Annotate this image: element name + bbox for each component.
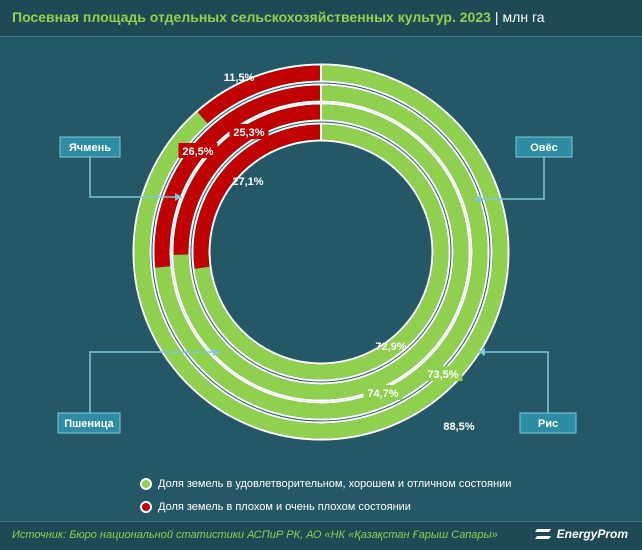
value-label-good-3: 72,9%: [375, 341, 406, 353]
value-label-good-2-text: 74,7%: [367, 388, 398, 400]
value-label-good-0: 88,5%: [443, 421, 474, 433]
callout-rice-arrow: [478, 348, 485, 356]
source-note: Источник: Бюро национальной статистики А…: [12, 529, 498, 541]
value-label-bad-0-text: 11,5%: [224, 72, 255, 84]
value-label-bad-1-text: 26,5%: [182, 146, 213, 158]
callout-barley-arrow: [175, 193, 182, 201]
value-label-bad-2-bg: [229, 124, 269, 139]
value-label-bad-3: 27,1%: [232, 176, 263, 188]
value-label-good-3-text: 72,9%: [375, 341, 406, 353]
value-label-bad-2: 25,3%: [229, 124, 269, 139]
chart-unit: млн га: [502, 9, 545, 25]
header-bar: Посевная площадь отдельных сельскохозяйс…: [0, 0, 642, 37]
value-label-bad-0: 11,5%: [224, 72, 255, 84]
callout-barley-label: Ячмень: [69, 142, 111, 154]
arc-bad-2: [173, 104, 322, 255]
legend-label-bad: Доля земель в плохом и очень плохом сост…: [158, 501, 411, 513]
chart-title-text: Посевная площадь отдельных сельскохозяйс…: [12, 9, 491, 25]
arc-good-1: [155, 85, 488, 419]
legend-swatch-bad: [140, 501, 152, 513]
legend-item-good: Доля земель в удовлетворительном, хороше…: [140, 478, 511, 490]
value-label-bad-2-text: 25,3%: [233, 127, 264, 139]
callout-oats-label: Овёс: [530, 142, 558, 154]
callout-wheat-box: [57, 412, 121, 434]
legend-label-good: Доля земель в удовлетворительном, хороше…: [158, 478, 512, 490]
value-label-bad-1-bg: [178, 143, 218, 158]
arc-good-0: [134, 65, 508, 439]
value-label-good-0-text: 88,5%: [443, 421, 474, 433]
logo-icon: [534, 529, 551, 539]
value-label-good-2: 74,7%: [363, 385, 403, 400]
callout-rice-label: Рис: [538, 418, 558, 430]
footer-bar: Источник: Бюро национальной статистики А…: [0, 521, 642, 550]
arc-good-3: [194, 124, 449, 380]
legend-item-bad: Доля земель в плохом и очень плохом сост…: [140, 501, 411, 513]
callout-rice-box: [519, 412, 577, 434]
brand-logo: EnergyProm: [534, 527, 628, 541]
legend-swatch-good: [140, 478, 152, 490]
callout-barley-leader: [89, 157, 182, 198]
donut-chart: 88,5% 73,5% 74,7% 72,9% 11,5% 26,5% 25,3% 27,1%…: [57, 63, 577, 441]
value-label-good-1-text: 73,5%: [427, 369, 458, 381]
ring-outline: [188, 119, 454, 385]
value-label-good-1: 73,5%: [423, 366, 463, 381]
callout-oats-arrow: [474, 195, 481, 203]
arc-bad-3: [193, 124, 322, 269]
callout-rice-leader: [478, 351, 549, 413]
arc-good-2: [173, 104, 469, 400]
arc-bad-0: [197, 65, 322, 124]
callout-wheat-label: Пшеница: [64, 418, 114, 430]
callout-barley-box: [59, 136, 121, 158]
value-label-good-2-bg: [363, 385, 403, 400]
ring-outline: [208, 139, 434, 365]
value-label-bad-3-text: 27,1%: [232, 176, 263, 188]
logo-text: EnergyProm: [556, 527, 628, 541]
callout-wheat-leader: [89, 351, 220, 413]
value-label-bad-1: 26,5%: [178, 143, 218, 158]
callout-oats-box: [515, 136, 573, 158]
callout-wheat-arrow: [213, 348, 220, 356]
callout-oats-leader: [474, 157, 545, 200]
title-separator: |: [494, 9, 499, 25]
value-label-good-1-bg: [423, 366, 463, 381]
chart-title: Посевная площадь отдельных сельскохозяйс…: [12, 9, 545, 25]
